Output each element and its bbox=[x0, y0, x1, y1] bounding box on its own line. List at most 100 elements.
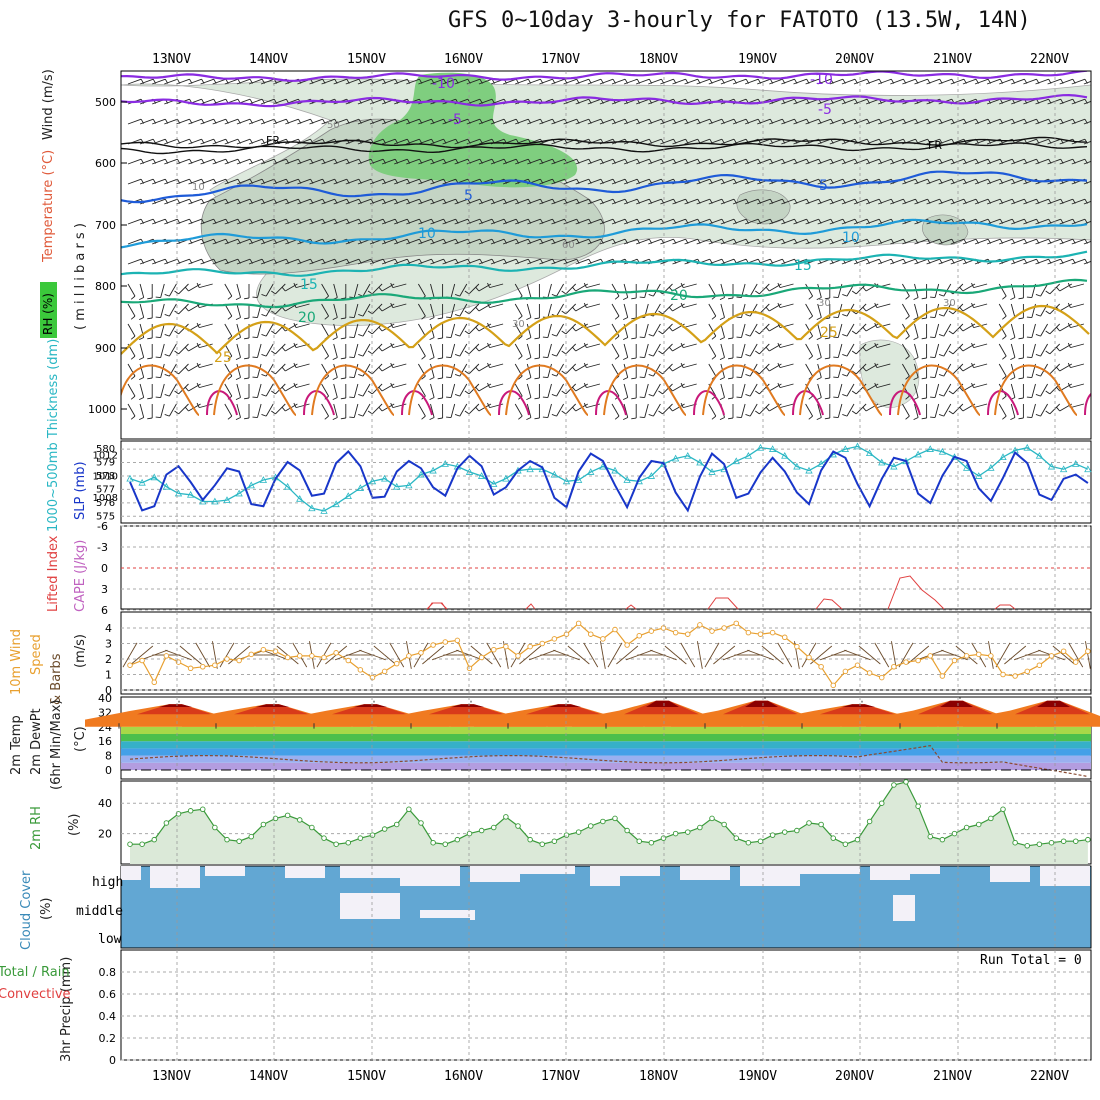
temp-tick: 16 bbox=[98, 735, 112, 748]
thickness-point bbox=[199, 497, 207, 505]
thickness-point bbox=[805, 466, 813, 474]
lifted-index-panel: -6 -3 0 3 6 Lifted Index CAPE (J/kg) bbox=[46, 520, 1092, 617]
svg-text:15: 15 bbox=[300, 277, 318, 293]
wind-speed-point bbox=[697, 622, 703, 628]
precip-axis-label: 3hr Precip (mm) bbox=[59, 957, 74, 1062]
thickness-point bbox=[1072, 460, 1080, 467]
wind-speed-point bbox=[163, 653, 170, 659]
thickness-point bbox=[865, 449, 874, 456]
thickness-point bbox=[999, 453, 1007, 461]
thickness-point bbox=[793, 462, 801, 470]
rh-markers bbox=[127, 779, 1091, 849]
rh-point bbox=[357, 835, 364, 841]
contour-labels: -10 -5 FR 5 10 15 20 25 50 30 60 10 -10 … bbox=[192, 72, 956, 366]
rh-point bbox=[648, 839, 655, 846]
thickness-point bbox=[223, 496, 231, 504]
wind-speed-point bbox=[648, 628, 655, 634]
rh-legend-swatch bbox=[40, 282, 57, 338]
wind-speed-point bbox=[745, 629, 752, 636]
wind-speed-point bbox=[939, 673, 946, 679]
wind-speed-point bbox=[1085, 648, 1091, 655]
rh-point bbox=[551, 838, 558, 844]
precip-convective-label: Convective bbox=[0, 987, 71, 1002]
pressure-tick: 800 bbox=[95, 280, 116, 293]
rh-point bbox=[224, 836, 230, 843]
svg-text:-5: -5 bbox=[818, 102, 832, 118]
wind-speed-point bbox=[151, 679, 157, 686]
rh-point bbox=[927, 833, 934, 840]
wind-speed-point bbox=[1048, 653, 1055, 659]
li-tick: -3 bbox=[97, 541, 108, 554]
wind-speed-point bbox=[794, 643, 800, 650]
wind-speed-point bbox=[1060, 648, 1067, 655]
rh-point bbox=[442, 841, 449, 847]
thickness-point bbox=[356, 484, 365, 491]
upper-air-panel: -10 -5 FR 5 10 15 20 25 50 30 60 10 -10 … bbox=[40, 69, 1092, 440]
rh-point bbox=[782, 829, 788, 835]
wind-speed-point bbox=[139, 657, 145, 664]
wind-speed-point bbox=[636, 633, 643, 639]
rh-point bbox=[539, 841, 546, 847]
thickness-point bbox=[526, 465, 534, 473]
svg-text:60: 60 bbox=[562, 240, 575, 251]
rh-point bbox=[575, 829, 582, 835]
date-label-bottom: 15NOV bbox=[347, 1069, 386, 1084]
thickness-point bbox=[1084, 465, 1092, 473]
thickness-point bbox=[259, 476, 268, 483]
svg-text:-10: -10 bbox=[810, 72, 833, 88]
rh-point bbox=[1072, 838, 1079, 844]
wind-speed-point bbox=[321, 654, 327, 661]
wind-speed-point bbox=[199, 664, 206, 670]
rh-point bbox=[418, 820, 424, 826]
wind-speed-point bbox=[381, 668, 388, 675]
rh-point bbox=[636, 838, 643, 844]
dewpoint-line bbox=[129, 744, 1089, 778]
li-tick: -6 bbox=[97, 520, 108, 533]
precip-tick: 0.6 bbox=[99, 988, 117, 1001]
rh-point bbox=[685, 829, 691, 835]
wind-axis-label-3: & Barbs bbox=[49, 653, 64, 705]
temp-axis-label-3: (6hr Min/Max) bbox=[49, 700, 64, 790]
rh-point bbox=[988, 815, 994, 822]
rh-point bbox=[563, 832, 570, 838]
pressure-tick: 600 bbox=[95, 157, 116, 170]
wind-speed-point bbox=[733, 620, 740, 627]
rh-point bbox=[491, 824, 497, 831]
rh-point bbox=[624, 827, 630, 834]
svg-text:5: 5 bbox=[819, 178, 828, 194]
wind-speed-point bbox=[660, 625, 667, 631]
li-tick: 3 bbox=[101, 583, 108, 596]
thickness-point bbox=[1023, 443, 1031, 451]
rh-point bbox=[1012, 839, 1018, 846]
rh-tick: 40 bbox=[98, 797, 112, 810]
thickness-point bbox=[611, 466, 619, 474]
pressure-tick: 700 bbox=[95, 219, 116, 232]
rh-point bbox=[321, 835, 327, 841]
rh-point bbox=[1048, 839, 1055, 846]
svg-text:30: 30 bbox=[943, 298, 956, 309]
rh-point bbox=[963, 824, 970, 831]
wind-speed-point bbox=[624, 642, 630, 648]
wind-speed-point bbox=[503, 643, 509, 650]
millibars-axis-label: ( m i l l i b a r s ) bbox=[73, 223, 88, 330]
rh-point bbox=[1024, 843, 1030, 849]
wind-speed-point bbox=[685, 631, 691, 637]
wind-speed-point bbox=[539, 640, 546, 647]
date-label-top: 15NOV bbox=[347, 52, 386, 67]
wind-speed-point bbox=[357, 667, 364, 673]
wind-tick: 3 bbox=[105, 638, 112, 651]
wind-speed-point bbox=[842, 668, 849, 675]
thickness-point bbox=[744, 451, 753, 459]
svg-text:25: 25 bbox=[820, 325, 838, 341]
wind-speed-point bbox=[757, 631, 764, 637]
wind-speed-point bbox=[721, 625, 727, 631]
wind-speed-point bbox=[612, 626, 618, 633]
rh-point bbox=[721, 821, 727, 828]
wind-speed-point bbox=[709, 628, 715, 634]
thickness-point bbox=[235, 489, 243, 497]
wind-speed-point bbox=[418, 650, 424, 656]
svg-text:10: 10 bbox=[418, 226, 436, 242]
wind-speed-point bbox=[575, 620, 582, 627]
pressure-axis: 500 600 700 800 900 1000 bbox=[88, 96, 127, 416]
rh-point bbox=[527, 836, 533, 843]
